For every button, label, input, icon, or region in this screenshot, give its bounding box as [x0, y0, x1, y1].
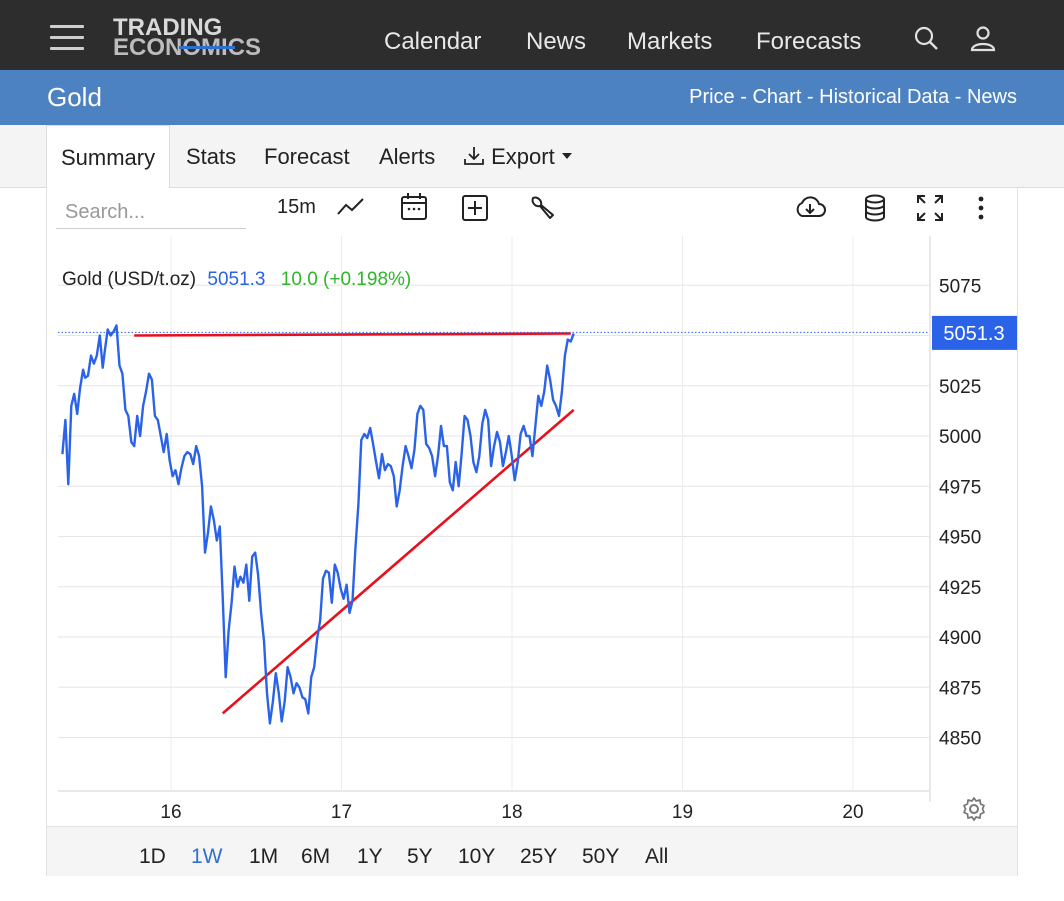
logo[interactable]: TRADING ECONOMICS	[113, 14, 261, 60]
range-5y[interactable]: 5Y	[407, 845, 433, 868]
link-separator: -	[949, 86, 967, 108]
search-icon[interactable]	[912, 24, 940, 52]
nav-calendar[interactable]: Calendar	[384, 28, 482, 55]
tab-forecast[interactable]: Forecast	[264, 144, 350, 169]
export-label: Export	[491, 144, 555, 169]
link-separator: -	[801, 86, 820, 108]
search-input[interactable]	[56, 196, 246, 229]
range-50y[interactable]: 50Y	[582, 845, 620, 868]
range-1m[interactable]: 1M	[249, 845, 279, 868]
tab-export[interactable]: Export	[463, 144, 573, 170]
tab-summary[interactable]: Summary	[46, 125, 171, 189]
range-6m[interactable]: 6M	[301, 845, 331, 868]
range-selector: 1D 1W 1M 6M 1Y 5Y 10Y 25Y 50Y All	[47, 826, 1017, 876]
gear-icon[interactable]	[961, 796, 987, 822]
chart-panel	[46, 188, 1018, 876]
instrument-header: Gold Price - Chart - Historical Data - N…	[0, 70, 1064, 125]
menu-icon[interactable]	[50, 25, 84, 51]
active-range-indicator	[179, 46, 235, 49]
caret-down-icon	[561, 153, 572, 159]
cloud-download-icon[interactable]	[793, 192, 827, 224]
range-1w[interactable]: 1W	[191, 845, 223, 868]
range-25y[interactable]: 25Y	[520, 845, 558, 868]
top-navigation-bar: TRADING ECONOMICS Calendar News Markets …	[0, 0, 1064, 70]
nav-forecasts[interactable]: Forecasts	[756, 28, 862, 55]
range-1y[interactable]: 1Y	[357, 845, 383, 868]
fullscreen-icon[interactable]	[915, 192, 945, 224]
database-icon[interactable]	[862, 192, 888, 224]
download-icon	[464, 147, 484, 165]
link-separator: -	[734, 86, 753, 108]
line-chart-icon[interactable]	[336, 192, 366, 224]
add-box-icon[interactable]	[461, 192, 489, 224]
logo-line-1: TRADING	[113, 14, 223, 41]
tabs-row: Summary Stats Forecast Alerts Export	[0, 125, 1064, 189]
link-price[interactable]: Price	[689, 86, 735, 108]
instrument-links: Price - Chart - Historical Data - News	[689, 86, 1017, 109]
interval-selector[interactable]: 15m	[277, 196, 316, 218]
tab-stats[interactable]: Stats	[186, 144, 237, 169]
link-chart[interactable]: Chart	[752, 86, 802, 108]
calendar-icon[interactable]	[400, 192, 428, 224]
link-historical-data[interactable]: Historical Data	[819, 86, 950, 108]
tab-alerts[interactable]: Alerts	[379, 144, 436, 169]
range-all[interactable]: All	[645, 845, 669, 868]
wrench-icon[interactable]	[527, 192, 555, 224]
page-title: Gold	[47, 82, 102, 112]
nav-markets[interactable]: Markets	[627, 28, 713, 55]
user-icon[interactable]	[969, 24, 997, 52]
link-news[interactable]: News	[966, 86, 1017, 108]
range-1d[interactable]: 1D	[139, 845, 166, 868]
nav-news[interactable]: News	[526, 28, 587, 55]
more-vert-icon[interactable]	[972, 192, 990, 224]
range-10y[interactable]: 10Y	[458, 845, 496, 868]
